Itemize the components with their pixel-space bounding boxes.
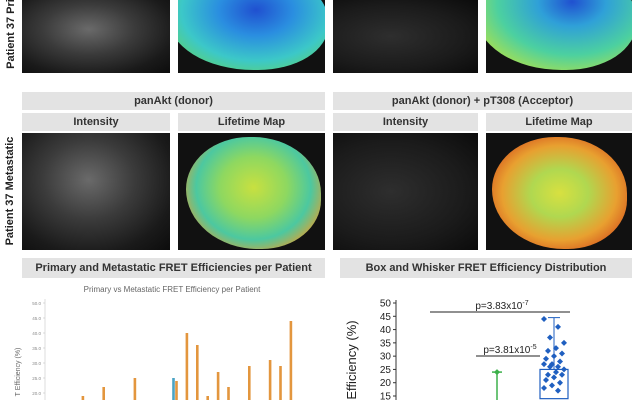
bar — [196, 345, 199, 400]
bar — [133, 378, 137, 400]
data-point — [555, 363, 561, 370]
chart-panel-title: Box and Whisker FRET Efficiency Distribu… — [340, 258, 632, 278]
y-tick-label: 25.0 — [32, 376, 41, 381]
y-axis-label: Efficiency (%) — [344, 320, 359, 399]
bar — [185, 333, 189, 400]
bar — [248, 366, 251, 400]
data-point — [541, 315, 547, 322]
bar — [81, 396, 85, 400]
bar — [216, 372, 220, 400]
bar — [175, 381, 178, 400]
data-point — [557, 379, 563, 386]
chart-title: Primary vs Metastatic FRET Efficiency pe… — [84, 285, 261, 294]
data-point — [545, 347, 551, 354]
y-tick-label: 45.0 — [32, 316, 41, 321]
y-tick-label: 20 — [380, 378, 392, 389]
data-point — [541, 361, 547, 368]
lifetime-image — [486, 0, 632, 73]
y-tick-label: 40.0 — [32, 331, 41, 336]
y-tick-label: 50.0 — [32, 301, 41, 306]
y-tick-label: 50 — [380, 299, 392, 310]
column-header: Intensity — [22, 113, 170, 131]
chart-panel-title: Primary and Metastatic FRET Efficiencies… — [22, 258, 325, 278]
group-header: panAkt (donor) — [22, 92, 325, 110]
p-value: p=3.81x10-5 — [483, 344, 536, 356]
data-point — [549, 382, 555, 389]
y-tick-label: 25 — [380, 365, 392, 376]
p-value-exponent: -5 — [530, 344, 536, 351]
lifetime-image — [178, 0, 325, 73]
y-tick-label: 35.0 — [32, 346, 41, 351]
bar — [279, 366, 282, 400]
p-value-exponent: -7 — [522, 300, 528, 307]
column-header: Intensity — [333, 113, 478, 131]
data-point — [561, 366, 567, 373]
data-point — [543, 377, 549, 384]
data-point — [543, 355, 549, 362]
data-point — [541, 385, 547, 392]
data-point — [555, 387, 561, 394]
data-point — [555, 323, 561, 330]
group-header: panAkt (donor) + pT308 (Acceptor) — [333, 92, 632, 110]
column-header: Lifetime Map — [486, 113, 632, 131]
bar — [289, 321, 293, 400]
box — [539, 368, 569, 400]
y-tick-label: 35 — [380, 338, 392, 349]
column-header: Lifetime Map — [178, 113, 325, 131]
y-tick-label: 30 — [380, 352, 392, 363]
y-tick-label: 30.0 — [32, 361, 41, 366]
data-point — [561, 339, 567, 346]
data-point — [545, 371, 551, 378]
intensity-image — [22, 133, 170, 250]
data-point — [559, 371, 565, 378]
data-point — [551, 374, 557, 381]
y-axis-label: T Efficiency (%) — [15, 348, 22, 397]
y-tick-label: 45 — [380, 312, 392, 323]
p-value-base: p=3.83x10 — [475, 301, 522, 312]
p-value-base: p=3.81x10 — [483, 345, 530, 356]
bar — [172, 378, 175, 400]
p-value: p=3.83x10-7 — [475, 300, 528, 312]
intensity-image — [333, 0, 478, 73]
bar — [206, 396, 209, 400]
data-point — [547, 334, 553, 341]
lifetime-image — [178, 133, 325, 250]
bar — [102, 387, 105, 400]
data-point — [547, 363, 553, 370]
y-tick-label: 20.0 — [32, 391, 41, 396]
data-point — [559, 350, 565, 357]
y-tick-label: 40 — [380, 325, 392, 336]
data-point — [557, 358, 563, 365]
data-point — [553, 345, 559, 352]
intensity-image — [333, 133, 478, 250]
data-point — [494, 369, 500, 376]
bar — [227, 387, 230, 400]
intensity-image — [22, 0, 170, 73]
data-point — [551, 353, 557, 360]
y-tick-label: 15 — [380, 392, 392, 400]
data-point — [553, 369, 559, 376]
lifetime-image — [486, 133, 632, 250]
bar — [268, 360, 272, 400]
